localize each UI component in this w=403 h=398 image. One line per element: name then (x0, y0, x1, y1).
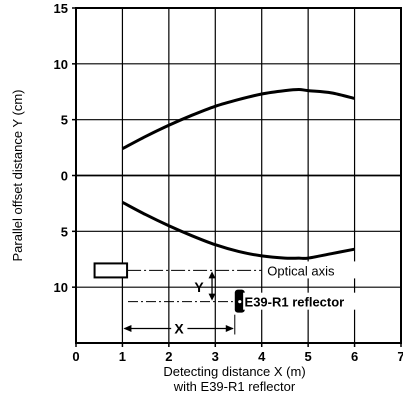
y-arrow-head-top (208, 271, 216, 279)
optical-label-background (265, 261, 362, 279)
x-axis-title: Detecting distance X (m) (163, 364, 305, 379)
lower-boundary-line (121, 200, 355, 260)
y-tick-label: 5 (61, 224, 68, 239)
y-arrow-head-bottom (208, 293, 216, 301)
y-tick-label: 10 (54, 280, 68, 295)
y-tick-label: 15 (54, 1, 68, 16)
x-marker-label: X (174, 320, 184, 336)
x-tick-label: 3 (212, 349, 219, 364)
x-tick-label: 6 (351, 349, 358, 364)
grid-lines (76, 8, 401, 343)
x-arrow-head-left (123, 324, 132, 332)
x-tick-label: 4 (258, 349, 266, 364)
tick-labels: 0 1 2 3 4 5 6 7 15 10 5 0 5 10 (54, 1, 403, 364)
reflector-label: E39-R1 reflector (245, 295, 345, 310)
y-tick-label: 0 (61, 169, 68, 184)
x-tick-label: 5 (305, 349, 312, 364)
upper-boundary-line (121, 88, 355, 151)
y-marker-label: Y (194, 279, 204, 295)
y-tick-label: 5 (61, 113, 68, 128)
x-tick-label: 2 (165, 349, 172, 364)
y-axis-title: Parallel offset distance Y (cm) (10, 90, 25, 262)
x-tick-label: 0 (72, 349, 79, 364)
optical-axis-label: Optical axis (267, 263, 335, 278)
reflector-inset: Optical axis E39-R1 reflector X Y (93, 261, 362, 336)
series-lines (121, 88, 355, 260)
y-tick-label: 10 (54, 57, 68, 72)
sensor-box (93, 262, 129, 279)
reflector-label-background (243, 292, 359, 310)
reflector-dot (238, 300, 242, 304)
x-arrow-head-right (225, 324, 234, 332)
x-axis-subtitle: with E39-R1 reflector (173, 379, 296, 394)
x-tick-label: 1 (119, 349, 126, 364)
x-tick-label: 7 (397, 349, 403, 364)
